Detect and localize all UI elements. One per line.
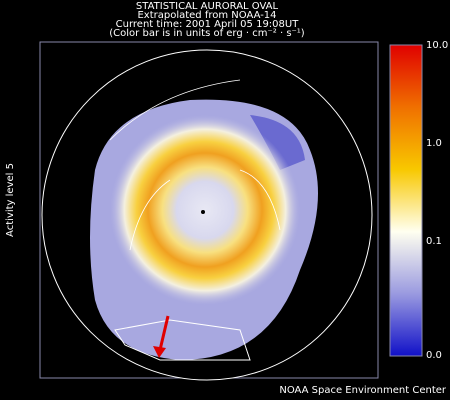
colorbar-label: 10.0 [426,40,448,51]
globe [42,50,372,380]
colorbar-label: 0.1 [426,236,442,247]
coastlines [109,79,281,251]
arrow-head [153,346,166,358]
colorbar-label: 0.0 [426,350,442,361]
aurora-edge [250,115,305,170]
title: STATISTICAL AURORAL OVAL [136,1,279,12]
arrow-shaft [158,315,170,351]
units: (Color bar is in units of erg · cm⁻² · s… [109,28,305,39]
continent-outline [114,319,251,361]
time: Current time: 2001 April 05 19:08UT [116,19,300,30]
colorbar-labels: 10.0 1.0 0.1 0.0 [426,40,448,361]
colorbar [389,44,423,357]
side-label: Activity level 5 [5,163,16,237]
source: Extrapolated from NOAA-14 [137,10,276,21]
colorbar-label: 1.0 [426,138,442,149]
globe-edge [41,49,373,381]
footer: NOAA Space Environment Center [279,385,447,396]
pole [201,210,205,214]
aurora-oval [110,115,300,305]
